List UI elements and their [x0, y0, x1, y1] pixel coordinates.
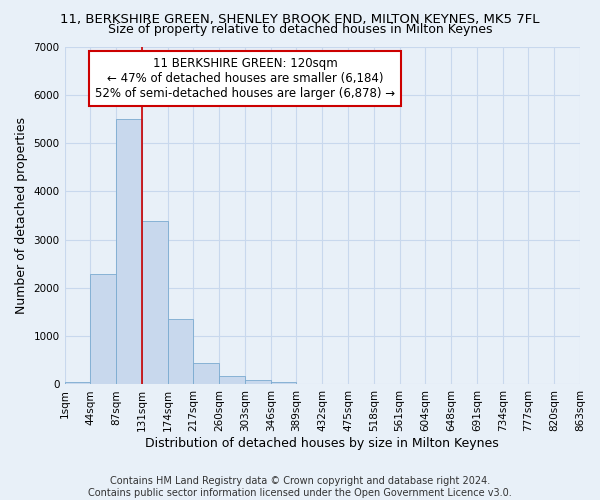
X-axis label: Distribution of detached houses by size in Milton Keynes: Distribution of detached houses by size …	[145, 437, 499, 450]
Bar	[65, 382, 91, 384]
Bar	[193, 362, 219, 384]
Bar	[116, 119, 142, 384]
Bar	[271, 382, 296, 384]
Text: 11, BERKSHIRE GREEN, SHENLEY BROOK END, MILTON KEYNES, MK5 7FL: 11, BERKSHIRE GREEN, SHENLEY BROOK END, …	[60, 12, 540, 26]
Bar	[91, 274, 116, 384]
Text: Contains HM Land Registry data © Crown copyright and database right 2024.
Contai: Contains HM Land Registry data © Crown c…	[88, 476, 512, 498]
Bar	[219, 376, 245, 384]
Text: 11 BERKSHIRE GREEN: 120sqm
← 47% of detached houses are smaller (6,184)
52% of s: 11 BERKSHIRE GREEN: 120sqm ← 47% of deta…	[95, 56, 395, 100]
Bar	[167, 320, 193, 384]
Y-axis label: Number of detached properties: Number of detached properties	[15, 117, 28, 314]
Text: Size of property relative to detached houses in Milton Keynes: Size of property relative to detached ho…	[108, 22, 492, 36]
Bar	[245, 380, 271, 384]
Bar	[142, 222, 167, 384]
